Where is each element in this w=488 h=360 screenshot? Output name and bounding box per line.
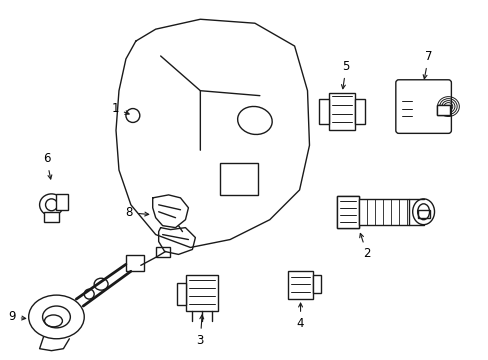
Bar bbox=[354, 99, 365, 125]
Bar bbox=[220, 163, 257, 195]
Bar bbox=[358, 199, 408, 225]
Text: 9: 9 bbox=[8, 310, 26, 323]
Text: 3: 3 bbox=[196, 315, 203, 347]
Bar bbox=[337, 196, 358, 228]
FancyBboxPatch shape bbox=[395, 80, 450, 133]
Text: 7: 7 bbox=[422, 50, 431, 79]
Text: 1: 1 bbox=[111, 102, 129, 115]
Bar bbox=[436, 105, 449, 114]
Text: 2: 2 bbox=[359, 233, 370, 261]
Bar bbox=[337, 196, 358, 228]
Bar bbox=[319, 99, 328, 125]
Bar bbox=[186, 275, 218, 311]
Bar bbox=[155, 247, 169, 257]
Text: 8: 8 bbox=[125, 206, 148, 219]
Bar bbox=[417, 210, 428, 218]
Bar bbox=[126, 255, 143, 271]
Bar bbox=[436, 105, 449, 114]
Bar bbox=[313, 275, 321, 293]
Text: 6: 6 bbox=[43, 152, 52, 179]
Bar bbox=[56, 194, 68, 210]
Bar bbox=[176, 283, 186, 305]
Text: 4: 4 bbox=[296, 303, 304, 330]
Text: 5: 5 bbox=[341, 60, 349, 89]
Bar bbox=[287, 271, 313, 299]
Bar bbox=[328, 93, 354, 130]
Bar bbox=[43, 212, 60, 222]
